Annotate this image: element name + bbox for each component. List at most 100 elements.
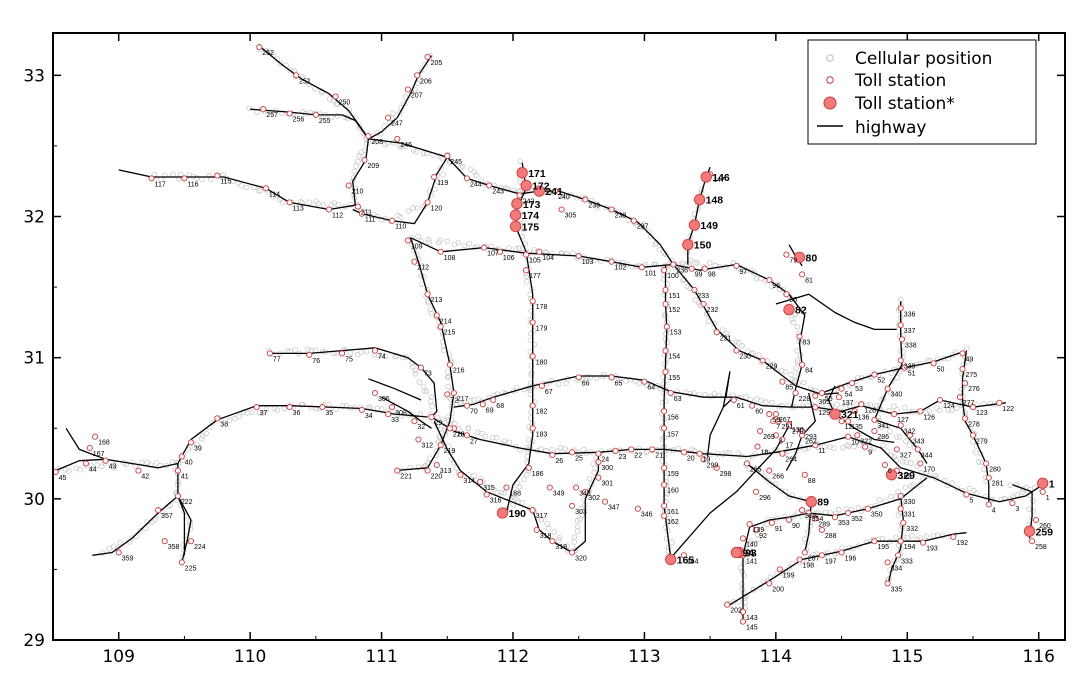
toll-station-label: 8 <box>779 438 783 445</box>
cellular-position-point <box>819 404 825 410</box>
legend-cell-label: Cellular position <box>855 49 992 69</box>
cellular-position-point <box>873 402 880 409</box>
toll-station-marker <box>394 135 401 142</box>
toll-station-label: 359 <box>122 556 134 563</box>
toll-station-marker <box>115 549 122 556</box>
toll-station-marker <box>424 291 431 298</box>
toll-station-marker <box>680 449 687 456</box>
toll-station-label: 88 <box>808 478 816 485</box>
legend-toll-marker <box>826 76 834 84</box>
cellular-position-point <box>953 405 960 411</box>
highway-line <box>177 495 186 556</box>
cellular-position-point <box>770 361 776 368</box>
toll-station-label: 44 <box>89 467 97 474</box>
cellular-position-point <box>805 445 811 451</box>
cellular-position-point <box>617 377 623 384</box>
toll-station-marker <box>569 549 576 556</box>
toll-station-marker <box>688 265 695 272</box>
cellular-position-point <box>246 105 253 112</box>
x-tick-label: 115 <box>891 647 923 667</box>
toll-station-label: 337 <box>904 328 916 335</box>
toll-station-marker <box>266 350 273 357</box>
cellular-position-point <box>263 406 270 412</box>
toll-station-marker <box>884 385 891 392</box>
toll-station-label: 262 <box>805 438 817 445</box>
toll-station-label: 119 <box>437 180 448 187</box>
toll-station-marker <box>662 368 669 375</box>
toll-station-label: 186 <box>532 471 544 478</box>
cellular-position-point <box>489 434 496 441</box>
cellular-position-point <box>640 221 647 228</box>
toll-station-marker <box>996 399 1003 406</box>
toll-station-marker <box>662 286 669 293</box>
toll-station-star-label: 89 <box>817 497 829 509</box>
toll-station-marker <box>446 425 453 432</box>
cellular-position-point <box>719 327 726 333</box>
toll-station-label: 314 <box>463 478 475 485</box>
toll-station-label: 180 <box>536 359 548 366</box>
toll-station-marker <box>569 502 576 509</box>
toll-station-marker <box>700 456 707 463</box>
cellular-position-point <box>586 475 593 482</box>
toll-station-label: 99 <box>695 272 703 279</box>
toll-station-marker <box>102 457 109 464</box>
toll-station-marker <box>801 549 808 556</box>
toll-station-marker <box>628 446 635 453</box>
toll-station-star-marker <box>783 304 795 316</box>
toll-station-label: 198 <box>803 563 815 570</box>
toll-station-marker <box>792 389 799 397</box>
toll-station-label: 105 <box>529 258 541 265</box>
toll-station-marker <box>897 322 904 329</box>
cellular-position-point <box>914 536 921 543</box>
cellular-position-point <box>471 473 477 479</box>
toll-station-marker <box>831 514 839 521</box>
cellular-position-point <box>898 527 904 533</box>
toll-station-star-label: 94 <box>742 548 754 560</box>
toll-station-marker <box>768 519 775 526</box>
cellular-position-point <box>753 275 760 282</box>
toll-station-marker <box>956 394 963 401</box>
toll-station-label: 289 <box>818 522 830 529</box>
toll-station-label: 141 <box>746 558 758 565</box>
toll-station-label: 299 <box>707 462 719 469</box>
cellular-position-point <box>238 182 244 189</box>
toll-station-marker <box>479 401 486 408</box>
cellular-position-point <box>807 519 814 526</box>
toll-station-marker <box>895 552 902 559</box>
toll-station-label: 68 <box>496 403 504 410</box>
highway-line <box>672 264 839 396</box>
cellular-position-point <box>917 535 923 541</box>
cellular-position-point <box>897 347 904 354</box>
cellular-position-point <box>161 172 168 179</box>
toll-station-label: 170 <box>923 467 935 474</box>
toll-station-marker <box>444 391 451 398</box>
cellular-position-point <box>711 390 718 397</box>
cellular-position-point <box>587 374 593 381</box>
legend-toll-label: Toll station <box>854 71 946 91</box>
toll-station-label: 25 <box>575 455 583 462</box>
toll-station-label: 139 <box>753 527 765 534</box>
toll-station-label: 17 <box>785 443 793 450</box>
cellular-position-point <box>328 202 335 208</box>
cellular-position-point <box>73 465 80 472</box>
cellular-position-point <box>663 535 670 542</box>
cellular-position-point <box>907 460 914 466</box>
toll-station-marker <box>529 319 536 326</box>
cellular-position-point <box>203 430 210 437</box>
cellular-position-point <box>1027 486 1034 493</box>
toll-station-star-marker <box>520 179 532 192</box>
cellular-position-point <box>467 166 474 173</box>
toll-station-label: 333 <box>901 558 913 565</box>
toll-station-label: 116 <box>187 181 198 188</box>
cellular-position-point <box>347 349 354 356</box>
toll-station-marker <box>754 443 761 450</box>
highway-line <box>55 405 428 472</box>
toll-station-marker <box>858 401 865 408</box>
toll-station-marker <box>701 265 708 272</box>
toll-station-label: 10 <box>851 440 859 447</box>
toll-station-marker <box>930 360 937 367</box>
cellular-position-point <box>662 313 668 320</box>
toll-station-label: 43 <box>109 464 117 471</box>
toll-station-label: 156 <box>667 414 679 421</box>
toll-station-marker <box>569 449 576 456</box>
